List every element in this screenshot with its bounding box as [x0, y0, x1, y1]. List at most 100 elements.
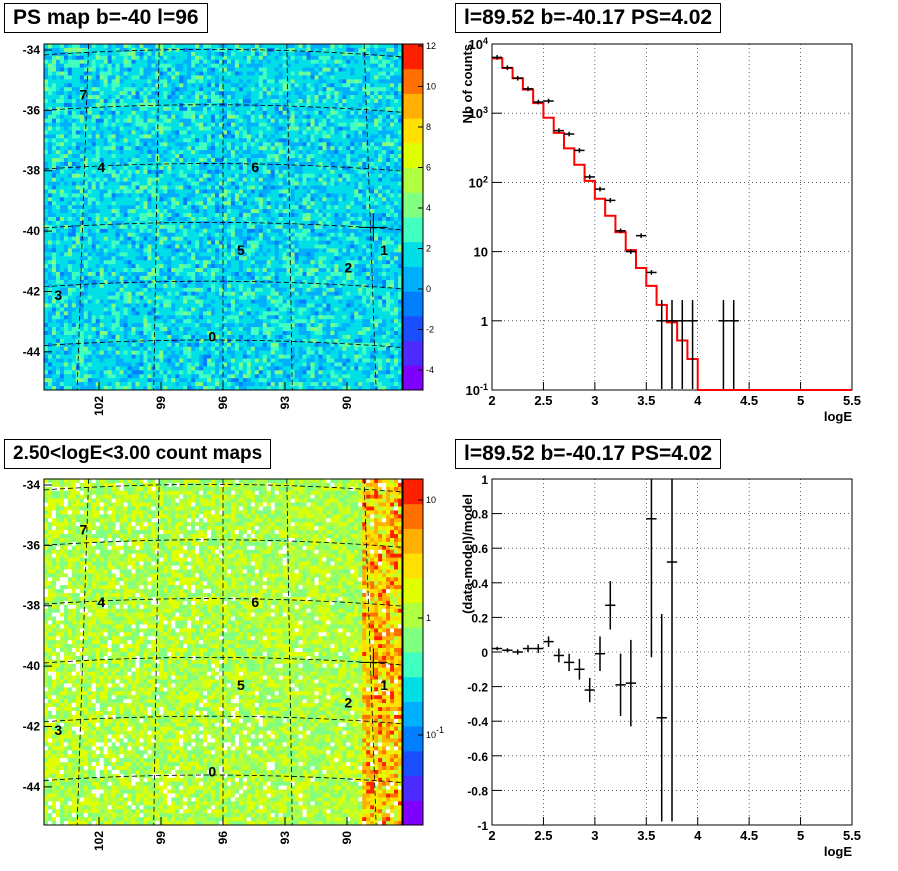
data-point	[502, 65, 513, 70]
data-point	[636, 233, 647, 238]
x-tick-label: 96	[216, 396, 230, 410]
y-tick-label: -36	[23, 103, 41, 117]
source-label: 2	[344, 259, 352, 275]
x-tick-label: 93	[278, 396, 292, 410]
y-tick-label: 1	[481, 314, 488, 329]
data-point	[492, 55, 503, 60]
x-tick-label: 5	[797, 393, 804, 408]
residual-point	[564, 653, 575, 672]
y-tick-label: -36	[23, 538, 41, 552]
x-tick-label: 3	[591, 828, 598, 843]
x-tick-label: 3.5	[637, 393, 655, 408]
grid	[492, 44, 852, 390]
x-axis-label: logE	[824, 409, 852, 424]
y-tick-label: -44	[23, 780, 41, 794]
ps-map-title: PS map b=-40 l=96	[4, 3, 208, 33]
x-tick-label: 99	[154, 396, 168, 410]
residual-point	[553, 648, 564, 663]
residual-point	[512, 649, 523, 655]
y-axis-label: (data-model)/model	[460, 494, 475, 614]
y-tick-label: -40	[23, 659, 41, 673]
y-tick-label: -0.6	[467, 750, 488, 764]
x-tick-label: 3	[591, 393, 598, 408]
source-label: 1	[380, 677, 388, 693]
y-tick-label: -0.8	[467, 784, 488, 798]
data-point	[728, 299, 739, 389]
source-label: 3	[54, 287, 62, 303]
y-tick-label: 0.2	[471, 611, 488, 625]
colorbar-tick-label: 4	[426, 203, 431, 213]
y-tick-label: -44	[23, 345, 41, 359]
x-tick-label: 5	[797, 828, 804, 843]
y-tick-label: -42	[23, 719, 41, 733]
x-tick-label: 90	[340, 831, 354, 845]
source-label: 4	[97, 594, 105, 610]
y-tick-label: -42	[23, 284, 41, 298]
x-axis-label: logE	[824, 844, 852, 859]
data-point	[666, 299, 678, 389]
colorbar	[402, 478, 424, 826]
x-tick-label: 102	[92, 396, 106, 416]
count-map-title: 2.50<logE<3.00 count maps	[4, 439, 272, 469]
y-tick-label: 1	[481, 473, 488, 487]
data-point	[615, 228, 626, 234]
y-tick-label: 10-1	[466, 382, 488, 398]
residual-point	[625, 639, 636, 727]
model-histogram	[492, 57, 852, 391]
x-tick-label: 5.5	[843, 828, 861, 843]
source-label: 7	[79, 521, 87, 537]
x-tick-label: 5.5	[843, 393, 861, 408]
colorbar	[402, 43, 424, 391]
residual-point	[594, 636, 606, 672]
heatmap-cells	[44, 44, 403, 391]
source-label: 6	[251, 594, 259, 610]
residual-point	[502, 648, 513, 653]
colorbar-tick-label: -4	[426, 365, 434, 375]
data-point	[584, 174, 595, 180]
source-label: 3	[54, 722, 62, 738]
y-tick-label: -0.2	[467, 681, 488, 695]
y-tick-label: 0	[481, 646, 488, 660]
y-tick-label: -0.4	[467, 715, 488, 729]
colorbar-tick-label: -2	[426, 325, 434, 335]
y-tick-label: 0.6	[471, 542, 488, 556]
y-tick-label: 0.4	[471, 577, 488, 591]
residual-point	[656, 613, 667, 822]
data-point	[564, 131, 575, 137]
data-point	[543, 98, 554, 104]
residual-point	[522, 645, 534, 652]
y-tick-label: 102	[469, 174, 488, 190]
y-tick-label: -34	[23, 478, 41, 492]
colorbar-tick-label: 12	[426, 41, 436, 51]
residual-point	[574, 658, 585, 680]
colorbar-tick-label: 8	[426, 122, 431, 132]
residual-panel: 2 2.5 3 3.5 4 4.5 5 5.5 1 0.8 0.6 0.4 0.2 0 -0.2 -0.4 -0…	[460, 473, 861, 859]
y-tick-label: -40	[23, 224, 41, 238]
source-label: 1	[380, 242, 388, 258]
map-graticule	[43, 43, 403, 391]
colorbar-tick-label: 2	[426, 244, 431, 254]
source-label: 5	[237, 242, 245, 258]
x-tick-label: 4.5	[740, 393, 758, 408]
source-label: 0	[208, 764, 216, 780]
source-label: 7	[79, 86, 87, 102]
source-label: 5	[237, 677, 245, 693]
colorbar-tick-label: 10-1	[426, 725, 444, 740]
data-point	[677, 299, 688, 389]
y-tick-label: -34	[23, 43, 41, 57]
residual-point	[543, 636, 554, 647]
residual-point	[615, 653, 626, 717]
x-tick-label: 2.5	[534, 828, 552, 843]
data-point	[605, 198, 616, 203]
residual-point	[533, 644, 544, 653]
x-tick-label: 2.5	[534, 393, 552, 408]
heatmap-cells	[44, 479, 403, 826]
residual-point	[605, 581, 616, 630]
source-label: 0	[208, 329, 216, 345]
data-point	[522, 86, 534, 92]
data-point	[512, 75, 523, 81]
colorbar-tick-label: 10	[426, 82, 436, 92]
